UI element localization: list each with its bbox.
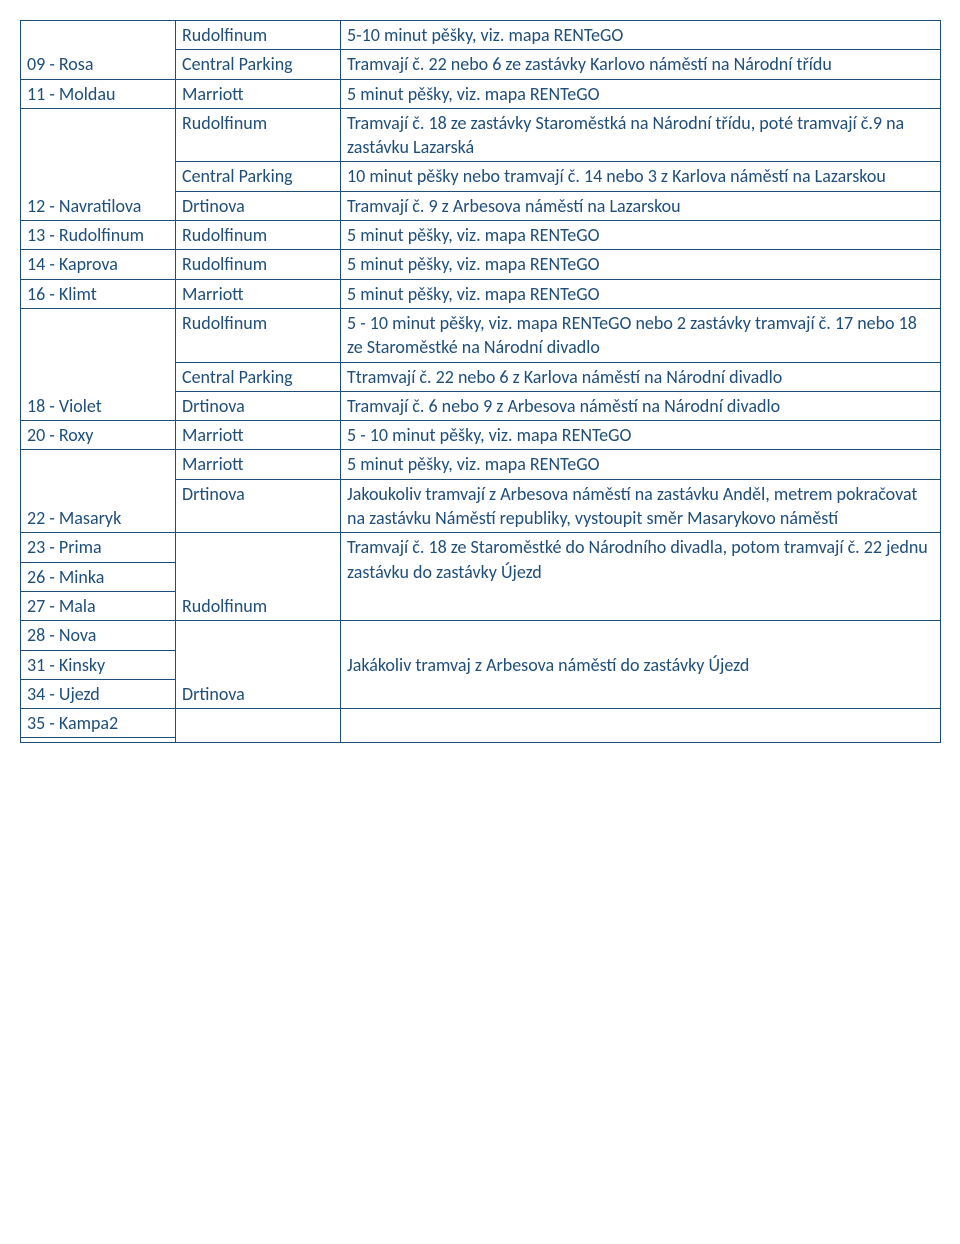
cell-location: 34 - Ujezd xyxy=(21,679,176,708)
cell-place: Rudolfinum xyxy=(176,221,341,250)
cell-location: 20 - Roxy xyxy=(21,421,176,450)
cell-place xyxy=(176,709,341,743)
cell-directions: 10 minut pěšky nebo tramvají č. 14 nebo … xyxy=(341,162,941,191)
cell-location: 23 - Prima xyxy=(21,533,176,562)
cell-location: 35 - Kampa2 xyxy=(21,709,176,738)
cell-place: Drtinova xyxy=(176,191,341,220)
table-row: 13 - RudolfinumRudolfinum5 minut pěšky, … xyxy=(21,221,941,250)
cell-place: Central Parking xyxy=(176,162,341,191)
cell-location: 09 - Rosa xyxy=(21,21,176,80)
table-row: 35 - Kampa2 xyxy=(21,709,941,738)
cell-place: Drtinova xyxy=(176,391,341,420)
table-body: 09 - RosaRudolfinum5-10 minut pěšky, viz… xyxy=(21,21,941,743)
table-row: 20 - RoxyMarriott5 - 10 minut pěšky, viz… xyxy=(21,421,941,450)
cell-place: Rudolfinum xyxy=(176,108,341,162)
cell-location: 13 - Rudolfinum xyxy=(21,221,176,250)
table-row: 11 - MoldauMarriott5 minut pěšky, viz. m… xyxy=(21,79,941,108)
cell-directions xyxy=(341,709,941,743)
table-row: 14 - KaprovaRudolfinum5 minut pěšky, viz… xyxy=(21,250,941,279)
cell-directions: Tramvají č. 18 ze Staroměstké do Národní… xyxy=(341,533,941,621)
cell-place: Central Parking xyxy=(176,50,341,79)
cell-place: Marriott xyxy=(176,450,341,479)
transport-table: 09 - RosaRudolfinum5-10 minut pěšky, viz… xyxy=(20,20,941,743)
cell-directions: Jakoukoliv tramvají z Arbesova náměstí n… xyxy=(341,479,941,533)
cell-place: Marriott xyxy=(176,279,341,308)
table-row: 09 - RosaRudolfinum5-10 minut pěšky, viz… xyxy=(21,21,941,50)
cell-location: 18 - Violet xyxy=(21,308,176,420)
cell-location: 16 - Klimt xyxy=(21,279,176,308)
cell-location: 22 - Masaryk xyxy=(21,450,176,533)
table-row: 22 - MasarykMarriott5 minut pěšky, viz. … xyxy=(21,450,941,479)
cell-directions: 5-10 minut pěšky, viz. mapa RENTeGO xyxy=(341,21,941,50)
cell-location: 31 - Kinsky xyxy=(21,650,176,679)
cell-location xyxy=(21,738,176,743)
cell-place: Drtinova xyxy=(176,479,341,533)
cell-directions: 5 minut pěšky, viz. mapa RENTeGO xyxy=(341,279,941,308)
table-row: 18 - VioletRudolfinum5 - 10 minut pěšky,… xyxy=(21,308,941,362)
cell-directions: Jakákoliv tramvaj z Arbesova náměstí do … xyxy=(341,621,941,709)
cell-directions: 5 minut pěšky, viz. mapa RENTeGO xyxy=(341,450,941,479)
cell-place: Central Parking xyxy=(176,362,341,391)
cell-place: Drtinova xyxy=(176,621,341,709)
cell-place: Marriott xyxy=(176,79,341,108)
cell-directions: Tramvají č. 9 z Arbesova náměstí na Laza… xyxy=(341,191,941,220)
cell-location: 12 - Navratilova xyxy=(21,108,176,220)
cell-place: Marriott xyxy=(176,421,341,450)
cell-location: 27 - Mala xyxy=(21,591,176,620)
cell-directions: Tramvají č. 6 nebo 9 z Arbesova náměstí … xyxy=(341,391,941,420)
cell-directions: 5 - 10 minut pěšky, viz. mapa RENTeGO xyxy=(341,421,941,450)
cell-location: 26 - Minka xyxy=(21,562,176,591)
table-row: 23 - PrimaRudolfinumTramvají č. 18 ze St… xyxy=(21,533,941,562)
cell-place: Rudolfinum xyxy=(176,250,341,279)
table-row: 28 - NovaDrtinovaJakákoliv tramvaj z Arb… xyxy=(21,621,941,650)
cell-place: Rudolfinum xyxy=(176,21,341,50)
cell-directions: 5 minut pěšky, viz. mapa RENTeGO xyxy=(341,250,941,279)
cell-place: Rudolfinum xyxy=(176,308,341,362)
cell-location: 11 - Moldau xyxy=(21,79,176,108)
cell-directions: 5 - 10 minut pěšky, viz. mapa RENTeGO ne… xyxy=(341,308,941,362)
table-row: 12 - NavratilovaRudolfinumTramvají č. 18… xyxy=(21,108,941,162)
cell-directions: 5 minut pěšky, viz. mapa RENTeGO xyxy=(341,79,941,108)
cell-directions: Tramvají č. 22 nebo 6 ze zastávky Karlov… xyxy=(341,50,941,79)
cell-directions: 5 minut pěšky, viz. mapa RENTeGO xyxy=(341,221,941,250)
table-row: 16 - KlimtMarriott5 minut pěšky, viz. ma… xyxy=(21,279,941,308)
cell-location: 14 - Kaprova xyxy=(21,250,176,279)
cell-place: Rudolfinum xyxy=(176,533,341,621)
cell-location: 28 - Nova xyxy=(21,621,176,650)
cell-directions: Tramvají č. 18 ze zastávky Staroměstká n… xyxy=(341,108,941,162)
cell-directions: Ttramvají č. 22 nebo 6 z Karlova náměstí… xyxy=(341,362,941,391)
